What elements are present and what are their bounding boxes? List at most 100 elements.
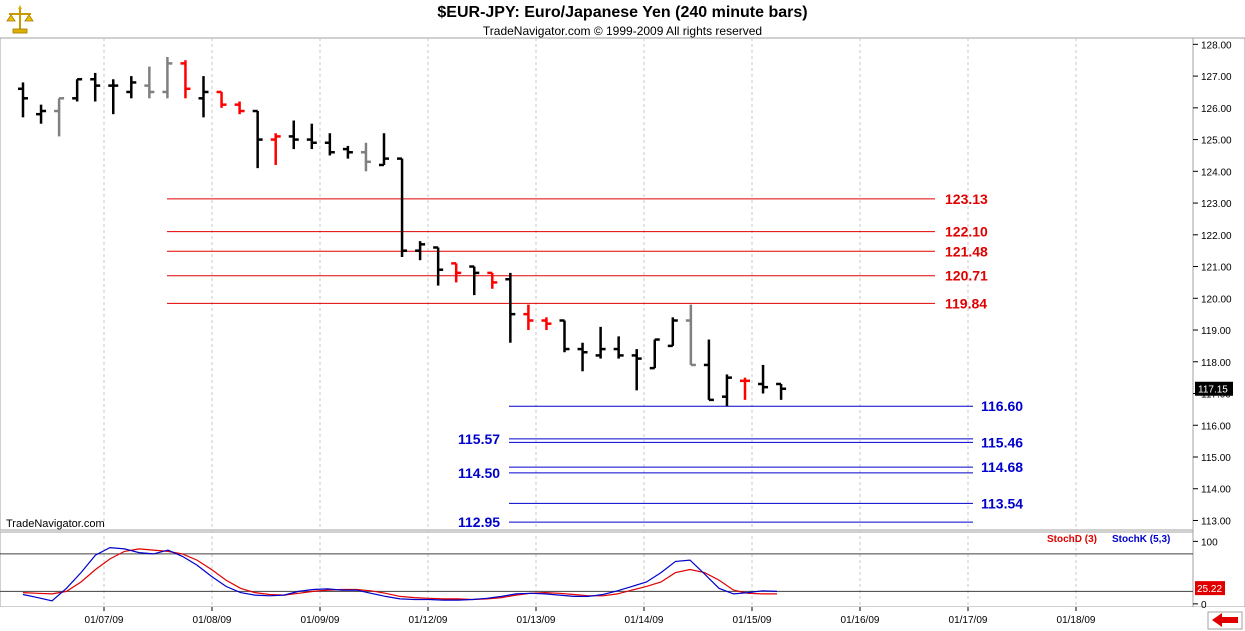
ohlc-bar (18, 82, 28, 118)
price-tick-label: 122.00 (1201, 231, 1232, 242)
stoch-last-label: 25.22 (1197, 584, 1222, 595)
date-tick-label: 01/15/09 (733, 615, 772, 626)
ohlc-bar (703, 339, 714, 402)
ohlc-bars (18, 57, 787, 407)
ohlc-bar (469, 265, 480, 296)
ohlc-bar (415, 241, 426, 261)
stochastic-panel: 100 0 StochD (3) StochK (5,3) 25.22 (0, 534, 1225, 611)
ohlc-bar (270, 133, 281, 165)
level-lines: 123.13 122.10 121.48 120.71 119.84 116.60 115.… (167, 191, 1023, 530)
ohlc-bar (379, 133, 389, 167)
stoch-legend-d: StochD (3) (1047, 534, 1097, 545)
date-tick-label: 01/17/09 (949, 615, 988, 626)
ohlc-bar (234, 101, 245, 115)
date-tick-label: 01/18/09 (1057, 615, 1096, 626)
axis-panel (1192, 37, 1245, 608)
ohlc-bar (451, 262, 462, 283)
ohlc-bar (180, 60, 191, 99)
ohlc-bar (740, 377, 750, 400)
resistance-label: 119.84 (945, 295, 987, 311)
last-price-label: 117.15 (1198, 385, 1228, 396)
watermark: TradeNavigator.com (6, 518, 105, 530)
ohlc-bar (667, 317, 678, 348)
ohlc-bar (72, 78, 83, 102)
date-axis-bg (0, 607, 1245, 631)
ohlc-bar (162, 57, 173, 99)
ohlc-bar (360, 142, 371, 172)
date-tick-label: 01/16/09 (841, 615, 880, 626)
price-tick-label: 118.00 (1201, 358, 1231, 369)
price-tick-label: 116.00 (1201, 421, 1231, 432)
price-tick-label: 119.00 (1201, 326, 1231, 337)
support-label: 114.50 (458, 465, 500, 481)
chart-subtitle: TradeNavigator.com © 1999-2009 All right… (482, 24, 763, 38)
price-tick-label: 124.00 (1201, 167, 1232, 178)
stoch-plot-frame (0, 531, 1194, 608)
price-tick-label: 114.00 (1201, 485, 1231, 496)
ohlc-bar (397, 157, 408, 258)
stoch-last-box (1195, 581, 1225, 596)
price-tick-label: 123.00 (1201, 199, 1232, 210)
ohlc-bar (721, 374, 732, 407)
date-tick-label: 01/14/09 (625, 615, 664, 626)
last-price-box (1195, 381, 1233, 396)
resistance-label: 121.48 (945, 243, 988, 259)
ohlc-bar (523, 304, 534, 331)
ohlc-bar (252, 109, 263, 169)
scroll-arrow-shape (1212, 613, 1238, 627)
resistance-label: 120.71 (945, 268, 988, 284)
support-label: 116.60 (981, 398, 1023, 414)
chart-title: $EUR-JPY: Euro/Japanese Yen (240 minute … (437, 4, 808, 21)
support-label: 113.54 (981, 495, 1023, 511)
date-tick-label: 01/08/09 (193, 615, 232, 626)
ohlc-bar (306, 123, 317, 150)
ohlc-bar (288, 120, 299, 150)
ohlc-bar (126, 76, 137, 99)
main-plot-frame (0, 37, 1194, 531)
support-label: 114.68 (981, 459, 1023, 475)
ohlc-bar (198, 76, 209, 118)
main-grid (0, 37, 1245, 631)
ohlc-bar (577, 342, 588, 372)
support-label: 115.57 (458, 431, 500, 447)
ohlc-bar (216, 90, 227, 108)
price-tick-label: 128.00 (1201, 40, 1232, 51)
ohlc-bar (487, 271, 498, 289)
ohlc-bar (90, 72, 101, 102)
price-axis: 128.00 127.00 126.00 125.00 124.00 123.00 122.… (1193, 40, 1233, 527)
ohlc-bar (108, 79, 119, 115)
date-axis: 01/07/09 01/08/09 01/09/09 01/12/09 01/13/09… (85, 607, 1243, 630)
ohlc-bar (631, 349, 642, 391)
ohlc-bar (613, 336, 624, 359)
stoch-series-line (22, 546, 778, 602)
support-label: 112.95 (458, 514, 500, 530)
price-tick-label: 127.00 (1201, 72, 1232, 83)
ohlc-bar (758, 364, 769, 394)
ohlc-bar (342, 145, 353, 159)
price-tick-label: 113.00 (1201, 516, 1231, 527)
ohlc-bar (685, 304, 696, 367)
price-tick-label: 120.00 (1201, 294, 1232, 305)
date-tick-label: 01/07/09 (85, 615, 124, 626)
scroll-left-arrow-icon[interactable] (1207, 611, 1243, 630)
price-tick-label: 125.00 (1201, 136, 1232, 147)
price-tick-label: 115.00 (1201, 453, 1231, 464)
chart-header: $EUR-JPY: Euro/Japanese Yen (240 minute … (0, 0, 1245, 38)
price-tick-label: 121.00 (1201, 263, 1232, 274)
ohlc-bar (505, 272, 516, 343)
date-tick-label: 01/12/09 (409, 615, 448, 626)
ohlc-bar (559, 319, 570, 353)
date-tick-label: 01/09/09 (301, 615, 340, 626)
resistance-label: 122.10 (945, 224, 988, 240)
price-tick-label: 126.00 (1201, 104, 1232, 115)
ohlc-bar (595, 326, 606, 359)
ohlc-bar (649, 338, 660, 370)
scales-logo-icon (6, 5, 34, 34)
ohlc-bar (54, 97, 65, 137)
stoch-tick-label: 0 (1201, 600, 1207, 611)
ohlc-bar (541, 317, 552, 331)
stoch-series-line (22, 548, 777, 601)
date-tick-label: 01/13/09 (517, 615, 556, 626)
resistance-label: 123.13 (945, 191, 988, 207)
